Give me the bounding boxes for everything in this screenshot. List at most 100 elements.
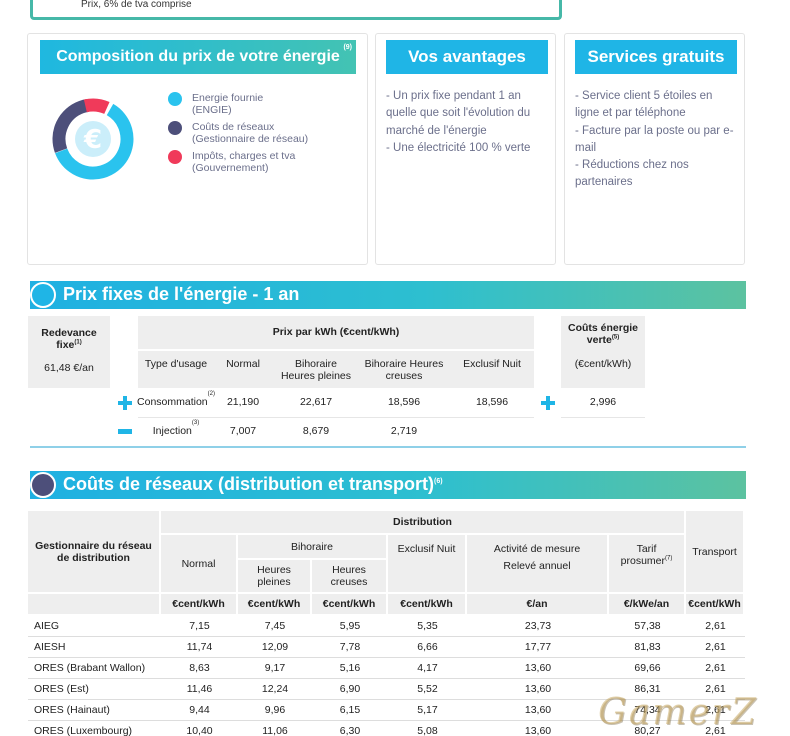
col-type-usage: Type d'usage [144,358,208,370]
value-cell: 5,08 [388,721,467,736]
table-row: AIEG 7,15 7,45 5,95 5,35 23,73 57,38 2,61 [28,616,745,637]
avantages-list: - Un prix fixe pendant 1 an quelle que s… [386,88,547,157]
value-cell: 11,06 [238,721,312,736]
value-cell: 11,74 [161,637,238,658]
transport-header: Transport [686,511,745,594]
injection-hp: 8,679 [302,425,330,437]
value-cell: 4,17 [388,658,467,679]
value-cell: 7,15 [161,616,238,637]
value-cell: 10,40 [161,721,238,736]
prix-kwh-header: Prix par kWh (€cent/kWh) [272,326,400,338]
avantages-title: Vos avantages [386,40,548,74]
redevance-label: Redevance fixe(1) [28,327,110,351]
value-cell: 5,95 [312,616,388,637]
value-cell: 13,60 [467,721,609,736]
value-cell: 6,90 [312,679,388,700]
reseaux-note-ref: (6) [434,478,443,485]
price-vat-note: Prix, 6% de tva comprise [81,0,192,10]
section-bullet-icon [30,282,56,308]
value-cell: 12,24 [238,679,312,700]
avantage-item: - Une électricité 100 % verte [386,141,531,154]
table-row: ORES (Est) 11,46 12,24 6,90 5,52 13,60 86,31 2,… [28,679,745,700]
row-label-text: Consommation [137,396,208,408]
composition-title-text: Composition du prix de votre énergie [56,48,340,65]
consommation-hp: 22,617 [299,396,333,408]
legend-dot-taxes [168,150,182,164]
value-cell: 57,38 [609,616,686,637]
euro-icon-bg [75,121,111,157]
price-composition-donut: € [52,98,134,180]
injection-normal: 7,007 [229,425,257,437]
redevance-box [28,316,110,388]
consommation-nuit: 18,596 [475,396,509,408]
divider [138,349,534,351]
avantage-item: - Un prix fixe pendant 1 an quelle que s… [386,90,531,137]
value-cell: 5,16 [312,658,388,679]
consommation-hc: 18,596 [387,396,421,408]
value-cell: 74,34 [609,700,686,721]
table-row: AIESH 11,74 12,09 7,78 6,66 17,77 81,83 2,61 [28,637,745,658]
unit-cell: €cent/kWh [238,594,312,616]
verte-box [561,316,645,388]
prosumer-ref: (7) [665,555,673,562]
value-cell: 13,60 [467,658,609,679]
prix-fixes-title: Prix fixes de l'énergie - 1 an [63,284,300,304]
value-cell: 6,66 [388,637,467,658]
redevance-value: 61,48 €/an [44,362,94,374]
row-ref: (2) [207,390,215,397]
normal-header: Normal [161,535,238,594]
unit-cell: €cent/kWh [686,594,745,616]
prix-fixes-section-header: Prix fixes de l'énergie - 1 an [30,281,746,309]
gestionnaire-name-cell: AIEG [28,616,161,637]
value-cell: 7,45 [238,616,312,637]
reseaux-title-text: Coûts de réseaux (distribution et transp… [63,474,435,494]
value-cell: 2,61 [686,616,745,637]
verte-label-text: Coûts énergie verte [567,322,638,346]
gestionnaire-name-cell: ORES (Brabant Wallon) [28,658,161,679]
col-normal: Normal [226,358,260,370]
reseaux-section-header: Coûts de réseaux (distribution et transp… [30,471,746,499]
services-card: Services gratuits - Service client 5 éto… [564,33,745,265]
table-row: ORES (Luxembourg) 10,40 11,06 6,30 5,08 13,60… [28,721,745,736]
col-exclusif-nuit: Exclusif Nuit [463,358,521,370]
legend-sub: (Gouvernement) [192,162,269,174]
gestionnaire-name-cell: ORES (Est) [28,679,161,700]
heures-creuses-header: Heures creuses [312,560,388,594]
tarif-prosumer-header: Tarif prosumer(7) [609,535,686,594]
verte-ref: (5) [611,334,620,341]
services-title: Services gratuits [575,40,737,74]
service-item: - Réductions chez nos partenaires [575,159,689,189]
exclusif-nuit-header: Exclusif Nuit [388,535,467,594]
section-separator [30,446,746,448]
section-bullet-icon [30,472,56,498]
unit-cell: €/an [467,594,609,616]
value-cell: 86,31 [609,679,686,700]
value-cell: 5,17 [388,700,467,721]
row-consommation-label: Consommation(2) [136,391,216,409]
legend-dot-network [168,121,182,135]
plus-icon [118,396,132,410]
row-divider [561,417,645,418]
legend-label: Coûts de réseaux [192,121,275,133]
services-list: - Service client 5 étoiles en ligne et p… [575,88,736,192]
service-item: - Service client 5 étoiles en ligne et p… [575,90,713,120]
tarif-prosumer-text: Tarif prosumer [620,543,665,567]
value-cell: 2,61 [686,679,745,700]
gestionnaire-name-cell: AIESH [28,637,161,658]
row-injection-label: Injection(3) [136,420,216,438]
value-cell: 23,73 [467,616,609,637]
legend-sub: (Gestionnaire de réseau) [192,133,309,145]
bihoraire-header: Bihoraire [238,535,388,560]
unit-cell: €cent/kWh [388,594,467,616]
gestionnaire-name-cell: ORES (Luxembourg) [28,721,161,736]
minus-icon [118,429,132,434]
value-cell: 6,30 [312,721,388,736]
releve-annuel-text: Relevé annuel [503,560,571,572]
value-cell: 2,61 [686,637,745,658]
value-cell: 2,61 [686,721,745,736]
value-cell: 17,77 [467,637,609,658]
top-summary-card: Prix, 6% de tva comprise [30,0,562,20]
reseaux-title: Coûts de réseaux (distribution et transp… [63,474,443,495]
value-cell: 6,15 [312,700,388,721]
activite-mesure-header: Activité de mesure Relevé annuel [467,535,609,594]
